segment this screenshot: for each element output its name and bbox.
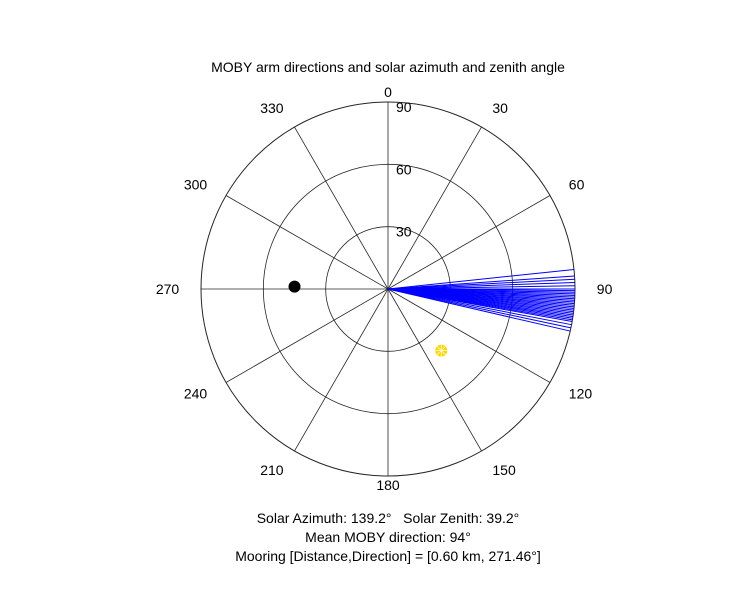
spoke-330 bbox=[294, 126, 389, 290]
spoke-150 bbox=[387, 288, 482, 452]
arm-line-28 bbox=[387, 288, 571, 332]
tick-labels: 0 30 60 90 120 150 180 210 240 270 300 330 30 60 90 bbox=[156, 84, 613, 493]
arm-line-4 bbox=[387, 285, 575, 290]
arm-line-0 bbox=[387, 268, 575, 290]
caption-solar: Solar Azimuth: 139.2° Solar Zenith: 39.2… bbox=[257, 510, 520, 526]
theta-tick-label: 270 bbox=[156, 281, 180, 297]
arm-line-27 bbox=[387, 288, 572, 329]
theta-tick-label: 30 bbox=[492, 100, 508, 116]
theta-tick-label: 150 bbox=[492, 462, 516, 478]
arm-line-1 bbox=[387, 275, 575, 290]
mooring-marker bbox=[288, 280, 301, 293]
theta-tick-label: 330 bbox=[260, 100, 284, 116]
arm-line-25 bbox=[387, 288, 573, 322]
arm-line-26 bbox=[387, 288, 572, 326]
r-tick-label: 30 bbox=[396, 224, 412, 240]
theta-tick-label: 120 bbox=[569, 385, 593, 401]
arm-direction-lines bbox=[387, 268, 575, 332]
r-tick-label: 90 bbox=[396, 99, 412, 115]
caption-mooring: Mooring [Distance,Direction] = [0.60 km,… bbox=[235, 548, 541, 564]
theta-tick-label: 0 bbox=[384, 84, 392, 100]
spoke-300 bbox=[225, 195, 389, 290]
spoke-240 bbox=[225, 288, 389, 383]
sun-marker-ray bbox=[436, 346, 446, 356]
arm-line-3 bbox=[387, 281, 575, 290]
r-tick-label: 60 bbox=[396, 161, 412, 177]
spoke-120 bbox=[387, 288, 551, 383]
caption-mean-direction: Mean MOBY direction: 94° bbox=[305, 529, 471, 545]
arm-line-2 bbox=[387, 278, 575, 290]
theta-tick-label: 300 bbox=[184, 177, 208, 193]
spoke-60 bbox=[387, 195, 551, 290]
theta-tick-label: 60 bbox=[569, 177, 585, 193]
theta-tick-label: 210 bbox=[260, 462, 284, 478]
markers bbox=[288, 280, 448, 357]
chart-title: MOBY arm directions and solar azimuth an… bbox=[211, 59, 565, 75]
theta-tick-label: 180 bbox=[376, 477, 400, 493]
spoke-30 bbox=[387, 126, 482, 290]
theta-tick-label: 240 bbox=[184, 385, 208, 401]
spoke-210 bbox=[294, 288, 389, 452]
theta-tick-label: 90 bbox=[597, 281, 613, 297]
